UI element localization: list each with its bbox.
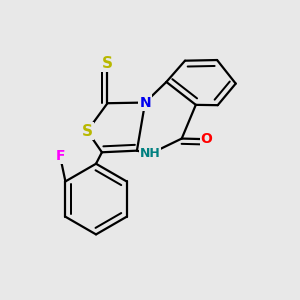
Text: F: F — [55, 149, 65, 163]
Text: O: O — [201, 132, 212, 146]
Text: S: S — [82, 124, 93, 139]
Text: NH: NH — [140, 147, 160, 161]
Text: S: S — [102, 56, 113, 71]
Text: N: N — [139, 96, 151, 110]
